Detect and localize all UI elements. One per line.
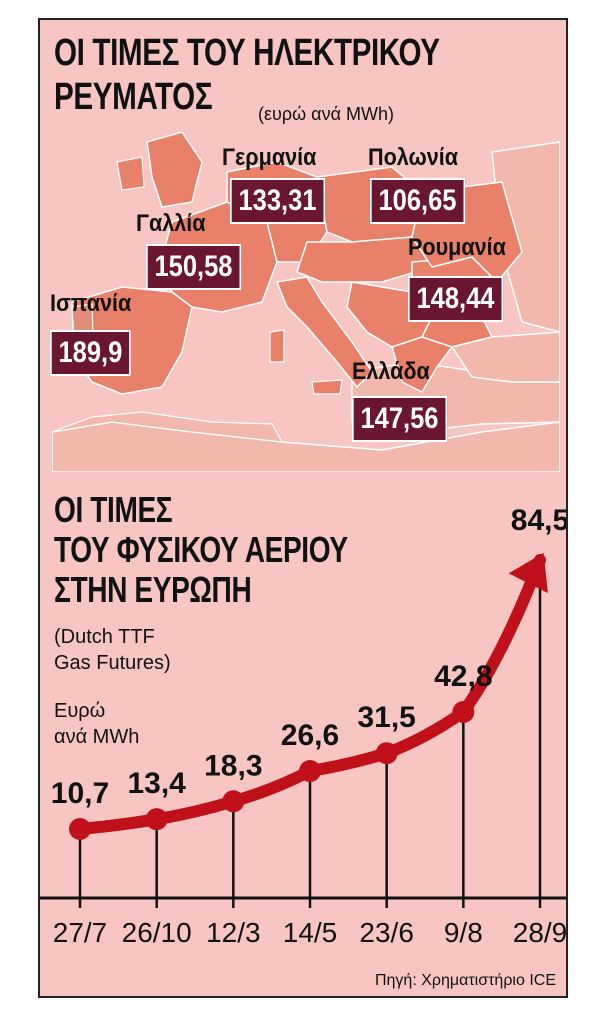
gas-unit-line1: Ευρώ [54,700,106,722]
price-box-france: 150,58 [146,244,242,290]
gas-price-line-chart: 27/7 26/10 12/3 14/5 23/6 9/8 28/9 10,7 13,4 18,3… [40,504,568,948]
country-label-poland: Πολωνία [368,144,459,171]
data-point [452,701,475,724]
data-point [145,808,168,831]
data-label: 10,7 [51,777,109,810]
data-label: 84,5 [511,504,568,537]
source-note: Πηγή: Χρηματιστήριο ICE [374,972,556,989]
data-label: 31,5 [357,701,415,734]
data-label: 26,6 [281,719,339,752]
gas-unit-line2: ανά MWh [54,726,140,748]
data-label: 42,8 [434,660,492,693]
data-label: 18,3 [204,749,262,782]
x-tick-label: 23/6 [359,917,414,948]
infographic-panel: ΟΙ ΤΙΜΕΣ ΤΟΥ ΗΛΕΚΤΡΙΚΟΥ ΡΕΥΜΑΤΟΣ (ευρώ α… [38,18,568,998]
gas-subtitle-line1: (Dutch TTF [54,626,155,648]
price-box-greece: 147,56 [352,396,448,442]
price-box-poland: 106,65 [370,178,466,224]
data-point [299,760,321,783]
data-point [222,790,245,813]
map-title-line1: ΟΙ ΤΙΜΕΣ ΤΟΥ ΗΛΕΚΤΡΙΚΟΥ [54,32,440,74]
gas-title-line2: ΤΟΥ ΦΥΣΙΚΟΥ ΑΕΡΙΟΥ [54,529,348,570]
country-label-romania: Ρουμανία [408,234,506,261]
price-box-spain: 189,9 [50,330,131,376]
map-title-line2: ΡΕΥΜΑΤΟΣ [54,76,213,118]
x-tick-label: 28/9 [513,917,568,948]
gas-subtitle-line2: Gas Futures) [54,652,171,674]
data-point [69,818,91,841]
gas-title-line3: ΣΤΗΝ ΕΥΡΩΠΗ [54,569,252,610]
country-label-greece: Ελλάδα [352,358,430,385]
country-label-france: Γαλλία [136,210,206,237]
data-label: 13,4 [127,767,186,800]
data-point [375,742,398,765]
x-tick-label: 27/7 [53,917,108,948]
price-box-romania: 148,44 [408,276,504,322]
x-tick-label: 14/5 [283,917,338,948]
x-tick-label: 26/10 [122,917,192,948]
country-label-spain: Ισπανία [50,290,132,317]
country-label-germany: Γερμανία [222,144,317,171]
price-box-germany: 133,31 [230,178,326,224]
map-unit-label: (ευρώ ανά MWh) [258,104,394,124]
x-tick-label: 12/3 [206,917,260,948]
x-tick-label: 9/8 [444,917,483,948]
gas-title: ΟΙ ΤΙΜΕΣ ΤΟΥ ΦΥΣΙΚΟΥ ΑΕΡΙΟΥ ΣΤΗΝ ΕΥΡΩΠΗ [54,490,431,610]
gas-title-line1: ΟΙ ΤΙΜΕΣ [54,489,173,530]
series-arrowhead [508,552,548,594]
